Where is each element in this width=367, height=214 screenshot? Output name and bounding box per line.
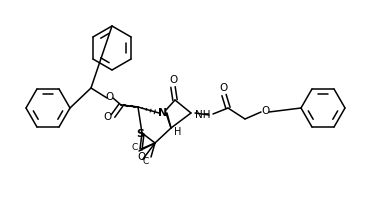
Text: NH: NH	[195, 110, 211, 120]
Text: C: C	[143, 156, 149, 165]
Text: C: C	[132, 143, 138, 152]
Text: H: H	[174, 127, 182, 137]
Text: O: O	[104, 112, 112, 122]
Text: N: N	[159, 108, 168, 118]
Text: O: O	[138, 152, 146, 162]
Text: O: O	[106, 92, 114, 102]
Text: O: O	[262, 106, 270, 116]
Text: O: O	[220, 83, 228, 93]
Text: S: S	[136, 129, 144, 139]
Text: O: O	[169, 75, 177, 85]
